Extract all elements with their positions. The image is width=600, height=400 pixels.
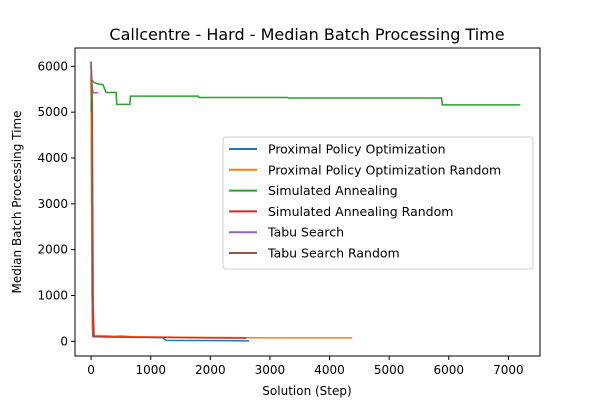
x-tick-label: 2000 — [195, 363, 226, 377]
series-line-simulated-annealing — [90, 78, 521, 113]
y-tick-label: 1000 — [37, 289, 68, 303]
y-tick-label: 3000 — [37, 197, 68, 211]
y-tick-label: 4000 — [37, 151, 68, 165]
legend-label-proximal-policy-optimization-random: Proximal Policy Optimization Random — [268, 162, 501, 177]
series-layer — [90, 61, 521, 342]
legend-label-simulated-annealing-random: Simulated Annealing Random — [268, 204, 453, 219]
x-tick-label: 6000 — [434, 363, 465, 377]
x-tick-label: 3000 — [255, 363, 286, 377]
y-axis: 0 1000 2000 3000 4000 5000 6000 — [37, 59, 75, 348]
y-tick-label: 2000 — [37, 243, 68, 257]
series-line-tabu-search-random — [90, 61, 101, 338]
plot-frame — [74, 47, 541, 357]
legend-label-simulated-annealing: Simulated Annealing — [268, 183, 398, 198]
y-tick-label: 6000 — [37, 59, 68, 73]
x-tick-label: 4000 — [314, 363, 345, 377]
y-axis-label: Median Batch Processing Time — [10, 110, 24, 293]
legend-box — [222, 136, 534, 270]
chart-title: Callcentre - Hard - Median Batch Process… — [109, 25, 504, 44]
y-tick-label: 0 — [60, 334, 68, 348]
x-tick-label: 1000 — [135, 363, 166, 377]
legend: Proximal Policy Optimization Proximal Pol… — [222, 136, 534, 270]
legend-label-tabu-search-random: Tabu Search Random — [267, 246, 400, 261]
legend-label-tabu-search: Tabu Search — [267, 225, 344, 240]
y-tick-label: 5000 — [37, 105, 68, 119]
x-tick-label: 7000 — [493, 363, 524, 377]
x-axis-label: Solution (Step) — [262, 384, 351, 398]
legend-label-proximal-policy-optimization: Proximal Policy Optimization — [268, 142, 446, 157]
x-axis: 0 1000 2000 3000 4000 5000 6000 7000 — [87, 356, 524, 377]
x-tick-label: 5000 — [374, 363, 405, 377]
x-tick-label: 0 — [87, 363, 95, 377]
